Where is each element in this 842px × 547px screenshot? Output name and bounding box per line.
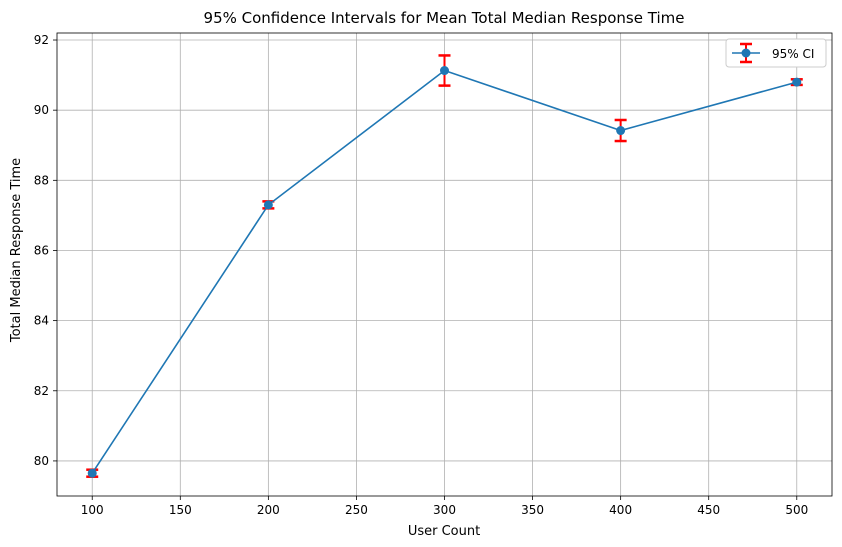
x-tick-label: 150 [169,503,192,517]
x-tick-label: 500 [785,503,808,517]
x-tick-label: 200 [257,503,280,517]
grid [57,33,832,496]
data-point [440,66,449,76]
legend: 95% CI [725,38,827,68]
data-point [616,126,626,136]
x-tick-label: 100 [81,503,104,517]
legend-box [725,38,827,68]
x-tick-label: 450 [697,503,720,517]
y-tick-label: 92 [34,33,49,47]
x-axis-label: User Count [408,524,480,539]
y-tick-label: 86 [34,243,49,257]
y-tick-label: 80 [34,454,49,468]
y-tick-label: 90 [34,103,49,117]
plot-frame [56,32,833,497]
data-point [792,77,802,87]
series-line [87,66,802,478]
y-tick-label: 82 [34,384,49,398]
y-axis-label: Total Median Response Time [9,158,24,343]
legend-marker [732,42,760,64]
y-tick-label: 88 [34,173,49,187]
data-point [87,468,97,478]
y-tick-label: 84 [34,314,49,328]
legend-dot [741,48,751,58]
axis-ticks: 100 150 200 250 300 350 400 450 500 80 82 84 86 88 90 9… [34,33,809,517]
x-tick-label: 300 [433,503,456,517]
legend-label-95-ci: 95% CI [772,47,814,61]
x-tick-label: 400 [609,503,632,517]
x-tick-label: 350 [521,503,544,517]
chart-title: 95% Confidence Intervals for Mean Total … [204,9,685,27]
x-tick-label: 250 [345,503,368,517]
data-point [263,200,273,210]
